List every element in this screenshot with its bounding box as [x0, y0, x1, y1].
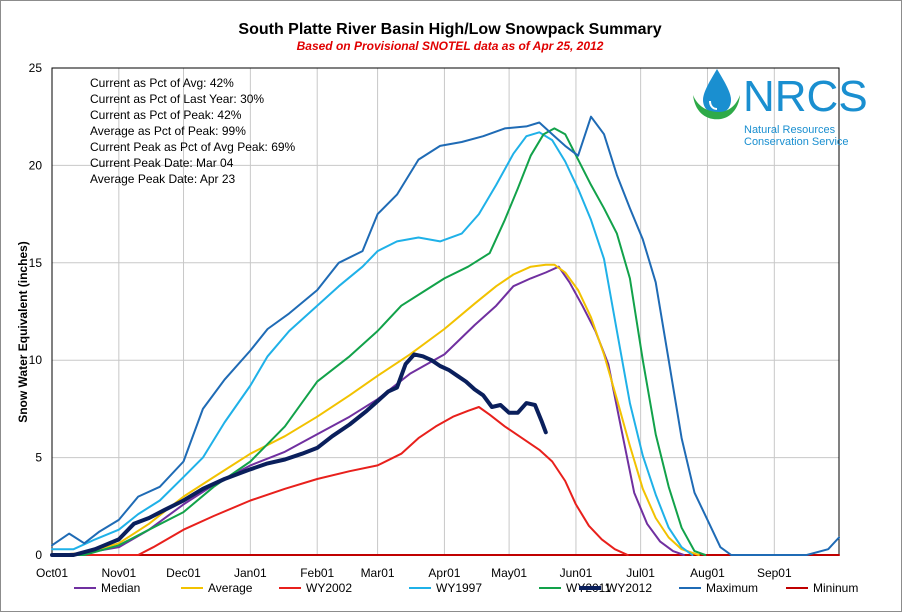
green-swoosh [693, 95, 740, 120]
y-axis-label: Snow Water Equivalent (inches) [16, 241, 30, 423]
y-axis: 0 5 10 15 20 25 [29, 61, 43, 562]
y-tick-label: 0 [35, 548, 42, 562]
y-tick-label: 20 [29, 158, 43, 172]
stat-line: Average as Pct of Peak: 99% [90, 124, 246, 138]
y-tick-label: 10 [29, 353, 43, 367]
stat-line: Current as Pct of Last Year: 30% [90, 92, 264, 106]
x-tick-label: Jul01 [626, 566, 655, 580]
x-tick-label: Dec01 [166, 566, 201, 580]
legend-label: Mininum [813, 581, 858, 595]
y-tick-label: 25 [29, 61, 43, 75]
series-line-median [51, 265, 685, 556]
legend-label: Median [101, 581, 140, 595]
drop-highlight [709, 100, 718, 110]
x-tick-label: Mar01 [361, 566, 395, 580]
x-tick-label: Jun01 [560, 566, 593, 580]
series-line-wy2012 [50, 352, 548, 557]
nrcs-logo: NRCS Natural Resources Conservation Serv… [693, 69, 868, 148]
y-tick-label: 15 [29, 256, 43, 270]
legend-label: WY2012 [606, 581, 652, 595]
x-tick-label: Nov01 [101, 566, 136, 580]
x-tick-label: Aug01 [690, 566, 725, 580]
legend-label: WY2002 [306, 581, 352, 595]
x-axis: Oct01 Nov01 Dec01 Jan01 Feb01 Mar01 Apr01 May01… [36, 566, 792, 580]
stat-line: Current as Pct of Peak: 42% [90, 108, 242, 122]
series-line-maximum [51, 115, 840, 556]
stats-annotation: Current as Pct of Avg: 42% Current as Pct… [90, 76, 296, 186]
stat-line: Current Peak as Pct of Avg Peak: 69% [90, 140, 296, 154]
x-tick-label: Oct01 [36, 566, 68, 580]
chart-title: South Platte River Basin High/Low Snowpa… [238, 21, 661, 38]
stat-line: Current Peak Date: Mar 04 [90, 156, 234, 170]
logo-subtitle-line2: Conservation Service [744, 136, 849, 148]
legend: MedianAverageWY2002WY1997WY2011WY2012Max… [74, 581, 858, 595]
legend-label: WY1997 [436, 581, 482, 595]
stat-line: Current as Pct of Avg: 42% [90, 76, 234, 90]
logo-wordmark: NRCS [743, 72, 868, 121]
y-tick-label: 5 [35, 451, 42, 465]
x-tick-label: Apr01 [428, 566, 460, 580]
series-line-wy2002 [51, 406, 629, 556]
legend-label: Average [208, 581, 253, 595]
logo-subtitle-line1: Natural Resources [744, 124, 836, 136]
legend-label: Maximum [706, 581, 758, 595]
x-tick-label: Feb01 [300, 566, 334, 580]
series-lines [50, 115, 840, 557]
stat-line: Average Peak Date: Apr 23 [90, 172, 236, 186]
x-tick-label: Sep01 [757, 566, 792, 580]
chart-subtitle: Based on Provisional SNOTEL data as of A… [297, 39, 604, 53]
series-line-wy1997 [51, 131, 694, 556]
x-tick-label: Jan01 [234, 566, 267, 580]
x-tick-label: May01 [491, 566, 527, 580]
series-line-average [51, 263, 700, 556]
